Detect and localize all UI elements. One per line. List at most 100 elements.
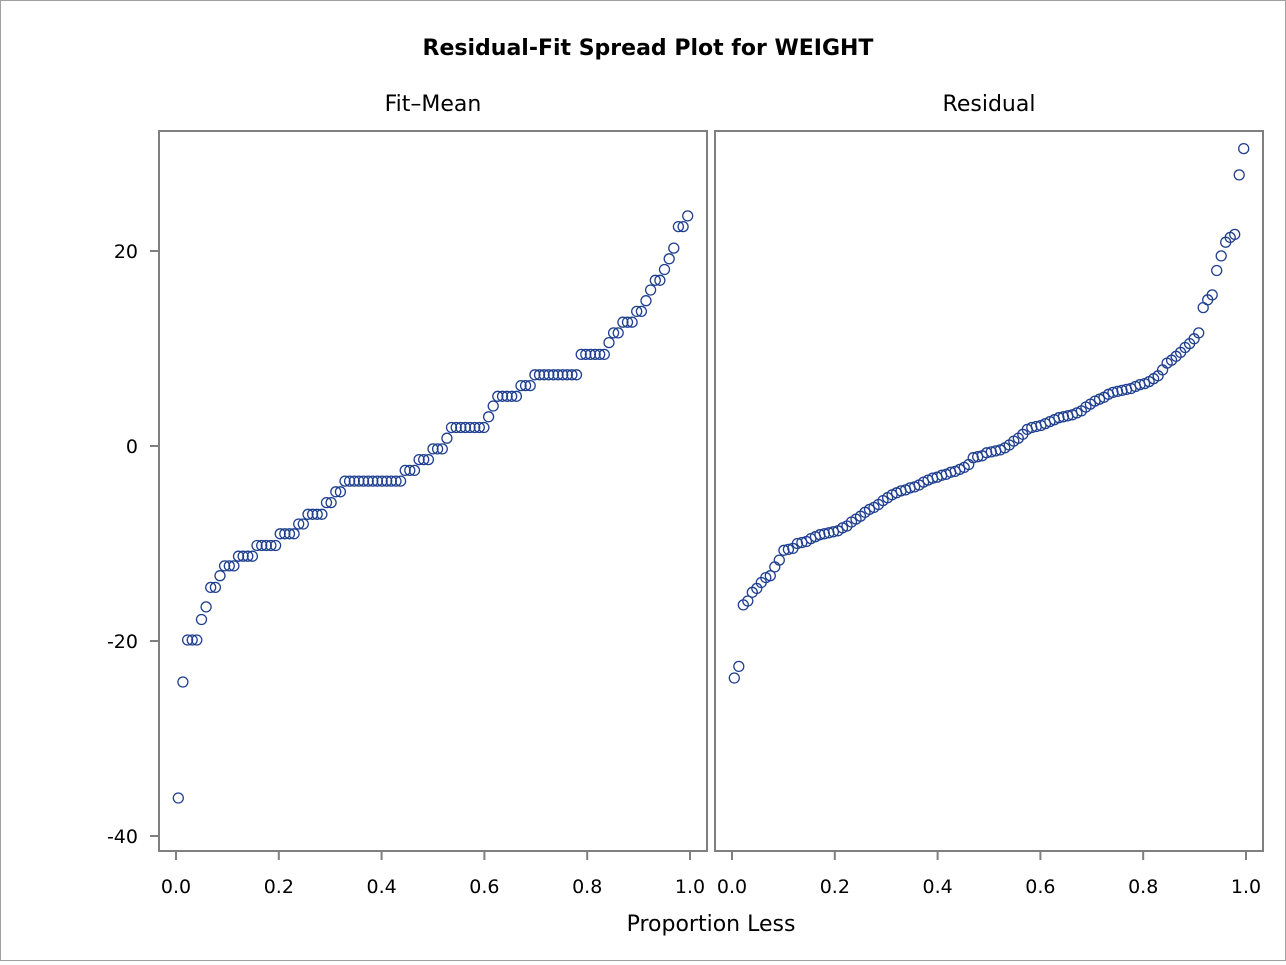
data-point xyxy=(496,390,509,402)
data-point xyxy=(441,432,453,444)
data-point xyxy=(547,369,560,381)
data-point xyxy=(515,379,527,392)
data-point xyxy=(279,528,291,540)
data-point xyxy=(742,595,754,607)
data-point xyxy=(557,369,569,381)
data-point xyxy=(612,327,624,339)
data-point xyxy=(728,672,740,684)
data-point xyxy=(1238,142,1250,155)
x-tick-label: 0.8 xyxy=(572,876,602,898)
data-point xyxy=(469,421,481,434)
data-point xyxy=(594,348,606,361)
data-point xyxy=(288,528,300,540)
data-point xyxy=(649,274,661,286)
x-tick-label: 1.0 xyxy=(675,876,705,898)
data-point xyxy=(677,220,689,233)
data-point xyxy=(663,253,675,265)
data-point xyxy=(394,475,407,487)
data-point xyxy=(519,379,532,392)
data-point xyxy=(297,518,309,530)
chart-title: Residual-Fit Spread Plot for WEIGHT xyxy=(423,36,874,61)
points-residual xyxy=(728,142,1250,684)
data-point xyxy=(353,475,365,487)
data-point xyxy=(427,443,439,455)
data-point xyxy=(450,421,462,434)
data-point xyxy=(543,369,555,381)
data-point xyxy=(186,634,198,646)
data-point xyxy=(172,792,184,804)
data-point xyxy=(570,369,583,381)
data-point xyxy=(218,560,231,572)
data-point xyxy=(357,475,370,487)
x-axis-fit-mean: 0.0 0.2 0.4 0.6 0.8 1.0 xyxy=(161,851,705,898)
data-point xyxy=(538,369,550,381)
data-point xyxy=(325,496,337,509)
data-point xyxy=(640,295,652,307)
data-point xyxy=(399,464,411,477)
data-point xyxy=(334,486,347,498)
x-axis-label: Proportion Less xyxy=(627,912,796,937)
x-axis-residual: 0.0 0.2 0.4 0.6 0.8 1.0 xyxy=(717,851,1261,898)
y-tick-label: 0 xyxy=(126,436,138,458)
data-point xyxy=(575,348,587,361)
data-point xyxy=(246,550,259,562)
data-point xyxy=(654,274,666,286)
data-point xyxy=(773,554,785,566)
data-point xyxy=(764,570,776,582)
data-point xyxy=(177,676,189,688)
data-point xyxy=(181,634,194,646)
data-point xyxy=(682,210,694,222)
data-point xyxy=(524,379,536,392)
panel-border-residual xyxy=(714,130,1264,852)
data-point xyxy=(232,550,245,562)
data-point xyxy=(1215,250,1227,262)
data-point xyxy=(552,369,564,381)
data-point xyxy=(223,560,235,572)
data-point xyxy=(256,539,268,552)
data-point xyxy=(561,369,573,381)
data-point xyxy=(626,316,638,328)
data-point xyxy=(381,475,393,487)
data-point xyxy=(320,496,333,509)
data-point xyxy=(404,464,416,477)
data-point xyxy=(200,601,212,613)
data-point xyxy=(733,660,745,673)
data-point xyxy=(464,421,476,434)
data-point xyxy=(1206,289,1218,301)
data-point xyxy=(371,475,384,487)
x-tick-label: 0.4 xyxy=(366,876,396,898)
data-point xyxy=(436,443,448,455)
y-axis: -40 -20 0 20 xyxy=(107,241,159,848)
data-point xyxy=(658,263,671,276)
data-point xyxy=(445,421,458,434)
data-point xyxy=(228,560,240,572)
data-point xyxy=(195,613,208,626)
data-point xyxy=(1193,327,1205,339)
x-tick-label: 0.6 xyxy=(1025,876,1055,898)
data-point xyxy=(607,327,620,339)
data-point xyxy=(603,336,615,349)
data-point xyxy=(265,539,277,552)
data-point xyxy=(1229,228,1241,241)
data-point xyxy=(589,348,601,361)
data-point xyxy=(205,581,217,594)
data-point xyxy=(580,348,592,361)
data-point xyxy=(492,390,504,402)
data-point xyxy=(209,581,222,594)
data-point xyxy=(237,550,249,562)
data-point xyxy=(339,475,351,487)
data-point xyxy=(631,305,643,318)
data-point xyxy=(306,508,319,520)
data-point xyxy=(621,316,634,328)
data-point xyxy=(408,464,421,477)
data-point xyxy=(566,369,578,381)
data-point xyxy=(431,443,444,455)
data-point xyxy=(455,421,467,434)
data-point xyxy=(487,400,499,412)
data-point xyxy=(283,528,296,540)
points-fit-mean xyxy=(172,210,694,804)
data-point xyxy=(242,550,254,562)
data-point xyxy=(413,453,425,466)
